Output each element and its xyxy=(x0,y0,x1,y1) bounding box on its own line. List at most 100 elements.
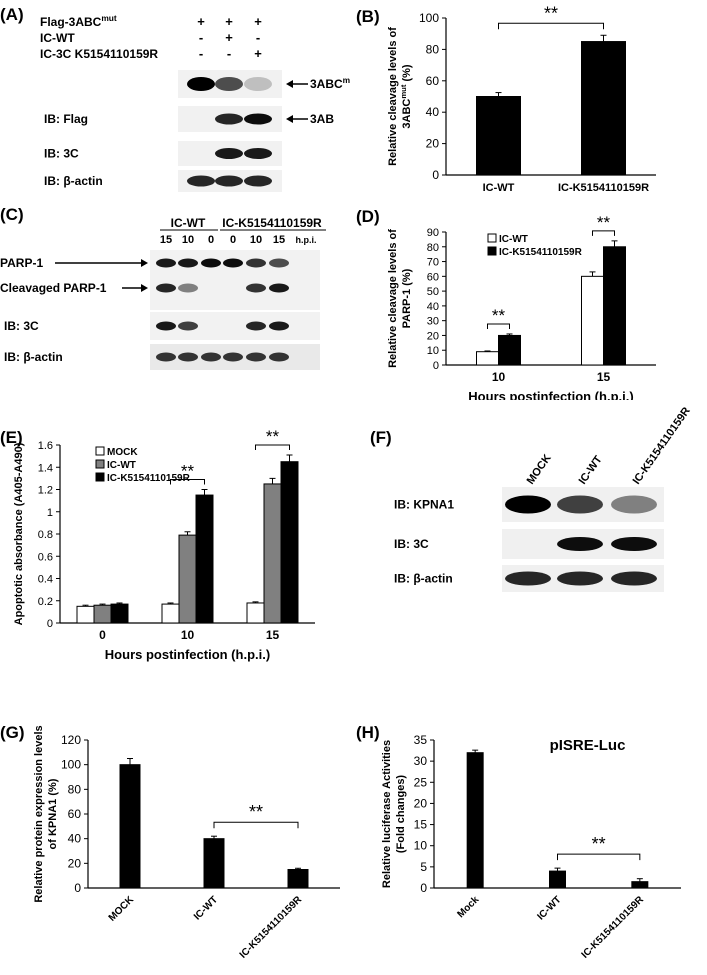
lane-label: 0 xyxy=(230,234,236,246)
significance-mark: ** xyxy=(492,306,506,325)
y-tick-label: 80 xyxy=(68,782,82,796)
blot-label: IB: KPNA1 xyxy=(394,498,454,512)
lane-label: 10 xyxy=(182,234,194,246)
bar-value xyxy=(466,752,484,889)
chart-title: pISRE-Luc xyxy=(550,737,626,754)
significance-bracket xyxy=(213,821,299,829)
y-tick-label: 35 xyxy=(414,733,428,747)
arrow-head-icon xyxy=(141,259,148,267)
panel-a: (A) Flag-3ABCmut + + + IC-WT - + - IC-3C K5154110… xyxy=(0,0,358,200)
protein-band xyxy=(244,113,272,125)
protein-band xyxy=(611,571,657,586)
y-tick-label: 0 xyxy=(420,881,427,895)
protein-band xyxy=(244,77,272,91)
protein-band xyxy=(246,321,266,331)
bar-mock xyxy=(161,603,180,624)
blot-label: PARP-1 xyxy=(0,256,43,270)
bar-mock xyxy=(76,605,95,624)
lane-label: 0 xyxy=(208,234,214,246)
protein-band xyxy=(505,571,551,586)
arrow-head-icon xyxy=(286,115,293,123)
y-axis-label: PARP-1 (%) xyxy=(401,268,413,328)
legend-swatch xyxy=(95,459,105,469)
y-tick-label: 80 xyxy=(426,42,440,56)
protein-band xyxy=(557,495,603,514)
bar-value xyxy=(476,96,521,176)
panel-b: (B) 0 20 40 60 80 100 Relative cleavage levels … xyxy=(356,0,706,200)
panel-label: (H) xyxy=(356,723,380,742)
bar-value xyxy=(119,764,141,889)
significance-bracket xyxy=(557,853,641,861)
y-tick-label: 40 xyxy=(427,301,439,313)
lane-mark: + xyxy=(254,14,262,29)
panel-label: (A) xyxy=(0,5,24,24)
legend-swatch xyxy=(487,233,497,243)
y-tick-label: 0.6 xyxy=(38,551,53,563)
significance-mark: ** xyxy=(544,3,558,23)
y-axis-label: Relative cleavage levels of xyxy=(387,229,399,368)
protein-band xyxy=(244,175,272,187)
y-tick-label: 0 xyxy=(74,881,81,895)
y-tick-label: 40 xyxy=(68,832,82,846)
arrow-head-icon xyxy=(286,80,293,88)
protein-band xyxy=(269,352,289,362)
y-tick-label: 25 xyxy=(414,775,428,789)
protein-band xyxy=(611,537,657,551)
y-tick-label: 100 xyxy=(419,11,439,25)
protein-band xyxy=(215,175,243,187)
bar-ic-k5154110159r xyxy=(498,334,521,366)
bar-ic-wt xyxy=(263,483,282,624)
bar-ic-wt xyxy=(581,275,604,366)
significance-bracket xyxy=(255,444,290,451)
x-tick-label: 10 xyxy=(181,628,195,642)
protein-band xyxy=(178,258,198,268)
protein-band xyxy=(269,258,289,268)
x-tick-label: IC-K5154110159R xyxy=(238,894,305,961)
protein-band xyxy=(187,77,215,91)
legend-swatch xyxy=(95,472,105,482)
group-label: IC-WT xyxy=(171,216,206,230)
y-tick-label: 50 xyxy=(427,286,439,298)
blot-label: IB: 3C xyxy=(4,319,39,333)
bar-ic-k5154110159r xyxy=(110,603,129,624)
significance-mark: ** xyxy=(249,802,263,822)
significance-mark: ** xyxy=(181,462,195,481)
bar-mock xyxy=(246,602,265,624)
bar-value xyxy=(549,870,566,889)
legend-entry: MOCK xyxy=(107,447,138,458)
protein-band xyxy=(187,175,215,187)
bar-ic-k5154110159r xyxy=(603,246,626,366)
y-tick-label: 40 xyxy=(426,105,440,119)
protein-band xyxy=(201,352,221,362)
significance-mark: ** xyxy=(592,834,606,854)
bar-ic-wt xyxy=(93,604,112,624)
blot-label: IB: β-actin xyxy=(44,174,103,188)
band-annotation: 3AB xyxy=(310,112,334,126)
y-tick-label: 20 xyxy=(414,796,428,810)
y-tick-label: 1.6 xyxy=(38,440,53,452)
y-tick-label: 30 xyxy=(414,754,428,768)
y-tick-label: 1 xyxy=(47,507,53,519)
x-tick-label: Mock xyxy=(455,894,481,920)
protein-band xyxy=(178,283,198,293)
panel-d: (D) 0 10 20 30 40 50 60 70 80 90 Relative cleavage … xyxy=(356,200,706,404)
lane-label: h.p.i. xyxy=(296,235,317,245)
y-tick-label: 0.4 xyxy=(38,574,53,586)
lane-label: 10 xyxy=(250,234,262,246)
protein-band xyxy=(246,283,266,293)
legend-entry: IC-K5154110159R xyxy=(499,247,583,258)
lane-label: 15 xyxy=(273,234,285,246)
legend-entry: IC-K5154110159R xyxy=(107,473,191,484)
y-tick-label: 0 xyxy=(47,618,53,630)
y-tick-label: 1.2 xyxy=(38,485,53,497)
bar-chart-e: (E) 0 0.2 0.4 0.6 0.8 1 1.2 1.4 1.6 Apoptotic abso… xyxy=(0,427,315,662)
x-tick-label: IC-K5154110159R xyxy=(558,182,649,194)
x-tick-label: MOCK xyxy=(107,894,137,924)
x-tick-label: 10 xyxy=(492,370,506,384)
lane-mark: + xyxy=(225,14,233,29)
y-tick-label: 0 xyxy=(432,168,439,182)
bar-ic-k5154110159r xyxy=(280,461,299,624)
blot-label: Cleavaged PARP-1 xyxy=(0,281,107,295)
y-axis-label: Relative cleavage levels of xyxy=(387,27,399,166)
legend-swatch xyxy=(487,246,497,256)
